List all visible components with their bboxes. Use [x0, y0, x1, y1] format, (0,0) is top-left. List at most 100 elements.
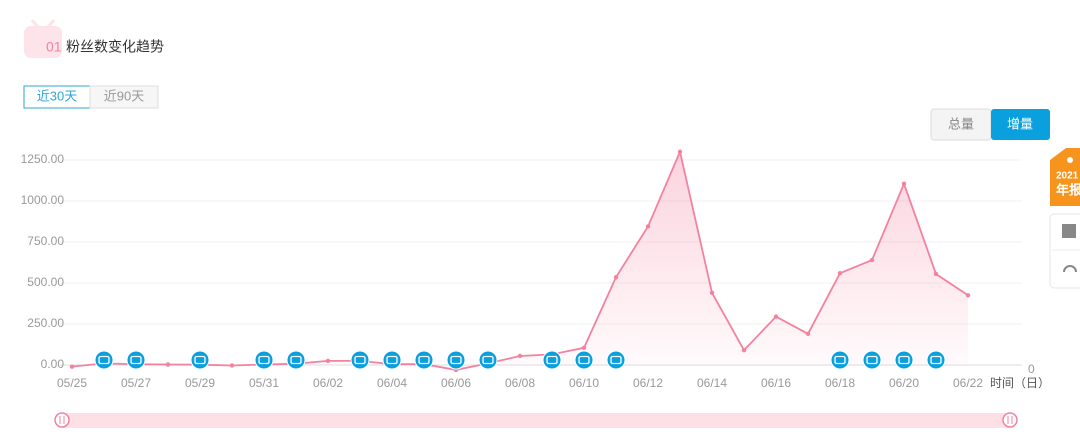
x-tick-label: 06/20: [889, 376, 919, 390]
marker-circle: [382, 350, 402, 370]
marker-circle: [254, 350, 274, 370]
video-marker: [350, 350, 370, 370]
side-icon[interactable]: [1062, 224, 1076, 238]
point: [69, 364, 75, 369]
side-icon[interactable]: [1063, 265, 1077, 273]
range-slider[interactable]: [62, 413, 1010, 428]
x-tick-label: 06/10: [569, 376, 599, 390]
x-tick-label: 06/16: [761, 376, 791, 390]
marker-icon: [930, 355, 942, 365]
point: [773, 314, 779, 319]
marker-icon: [866, 355, 878, 365]
badge-text[interactable]: 年报: [1056, 182, 1080, 197]
point: [869, 257, 875, 263]
marker-circle: [926, 350, 946, 370]
video-marker: [414, 350, 434, 370]
video-marker: [574, 350, 594, 370]
marker-circle: [126, 350, 146, 370]
slider-handle[interactable]: [1002, 412, 1018, 428]
marker-circle: [606, 350, 626, 370]
marker-icon: [354, 355, 366, 365]
point: [581, 345, 587, 350]
marker-circle: [446, 350, 466, 370]
marker-circle: [350, 350, 370, 370]
slider-handle[interactable]: [54, 412, 70, 428]
header-title: 粉丝数变化趋势: [66, 39, 164, 55]
marker-circle: [574, 350, 594, 370]
marker-circle: [286, 350, 306, 370]
video-marker: [126, 350, 146, 370]
y-tick-label: 750.00: [27, 234, 64, 248]
point: [805, 331, 811, 337]
marker-icon: [258, 355, 270, 365]
x-tick-label: 05/25: [57, 376, 87, 390]
video-marker: [926, 350, 946, 370]
point: [517, 353, 523, 359]
toggle-button[interactable]: 总量: [948, 116, 974, 131]
x-tick-label: 05/29: [185, 376, 215, 390]
x-tick-label: 06/12: [633, 376, 663, 390]
point: [165, 362, 171, 367]
marker-icon: [98, 355, 110, 365]
marker-circle: [542, 350, 562, 370]
video-marker: [606, 350, 626, 370]
toggle-button[interactable]: 增量: [1007, 116, 1033, 131]
video-marker: [478, 350, 498, 370]
x-tick-label: 06/08: [505, 376, 535, 390]
video-marker: [542, 350, 562, 370]
tab-inactive[interactable]: [89, 85, 159, 109]
x-tick-label: 06/18: [825, 376, 855, 390]
badge-year[interactable]: 2021: [1056, 171, 1079, 182]
marker-circle: [830, 350, 850, 370]
point: [741, 348, 747, 353]
video-marker: [190, 350, 210, 370]
marker-icon: [130, 355, 142, 365]
point: [709, 290, 715, 296]
plot: 0.00 250.00 500.00 750.00 1000.00 1250.00 0 05/…: [21, 148, 1035, 390]
video-marker: [94, 350, 114, 370]
x-axis-label: 时间（日）: [990, 376, 1050, 390]
video-marker: [254, 350, 274, 370]
video-marker: [894, 350, 914, 370]
marker-icon: [610, 355, 622, 365]
marker-circle: [414, 350, 434, 370]
marker-icon: [834, 355, 846, 365]
marker-icon: [194, 355, 206, 365]
y2-tick-label: 0: [1028, 362, 1035, 376]
x-tick-label: 06/04: [377, 376, 407, 390]
video-marker: [446, 350, 466, 370]
marker-circle: [94, 350, 114, 370]
video-marker: [286, 350, 306, 370]
tab[interactable]: 近90天: [104, 88, 144, 103]
marker-circle: [894, 350, 914, 370]
x-tick-label: 05/27: [121, 376, 151, 390]
marker-circle: [190, 350, 210, 370]
point: [325, 358, 331, 364]
marker-circle: [478, 350, 498, 370]
badge-dot: [1067, 157, 1073, 163]
point: [645, 224, 651, 229]
marker-icon: [482, 355, 494, 365]
video-marker: [830, 350, 850, 370]
marker-icon: [546, 355, 558, 365]
tab[interactable]: 近30天: [37, 88, 77, 103]
x-tick-label: 05/31: [249, 376, 279, 390]
point: [229, 363, 235, 368]
point: [965, 293, 971, 298]
header-icon: [24, 19, 62, 58]
marker-icon: [386, 355, 398, 365]
annual-badge[interactable]: [1050, 148, 1080, 206]
marker-circle: [862, 350, 882, 370]
toggle-active[interactable]: [991, 109, 1050, 140]
area: [72, 151, 968, 370]
y-tick-label: 0.00: [41, 357, 65, 371]
marker-icon: [578, 355, 590, 365]
point: [613, 275, 619, 280]
point: [901, 181, 907, 186]
y-tick-label: 250.00: [27, 316, 64, 330]
marker-icon: [290, 355, 302, 365]
x-tick-label: 06/22: [953, 376, 983, 390]
y-tick-label: 1250.00: [21, 152, 65, 166]
point: [677, 149, 683, 154]
